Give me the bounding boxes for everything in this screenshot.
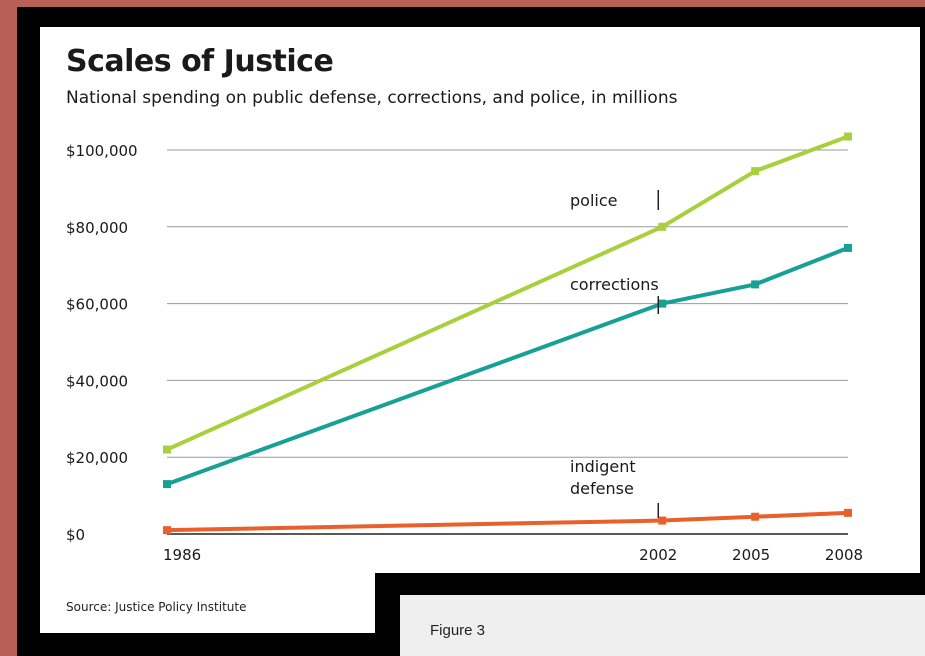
- data-point-corrections: [658, 299, 667, 308]
- data-point-police: [751, 167, 760, 176]
- series-line-police: [166, 134, 849, 452]
- series-label: indigent: [570, 457, 636, 476]
- x-tick-label: 2005: [732, 546, 770, 564]
- chart-panel: [40, 27, 920, 633]
- data-point-indigent-defense: [658, 516, 667, 525]
- caption-box: [400, 595, 925, 656]
- chart-subtitle: National spending on public defense, cor…: [66, 88, 678, 108]
- y-tick-label: $40,000: [66, 372, 128, 390]
- series-label: defense: [570, 479, 634, 498]
- data-point-indigent-defense: [844, 508, 852, 517]
- data-point-police: [844, 132, 852, 141]
- data-point-police: [658, 222, 667, 231]
- y-tick-label: $60,000: [66, 296, 128, 314]
- y-tick-label: $80,000: [66, 219, 128, 237]
- data-point-corrections: [751, 280, 760, 289]
- series-label: police: [570, 191, 617, 210]
- series-label: corrections: [570, 275, 659, 294]
- data-point-corrections: [163, 480, 171, 489]
- series-line-corrections: [166, 246, 849, 486]
- y-tick-label: $20,000: [66, 449, 128, 467]
- data-point-police: [163, 445, 171, 454]
- x-tick-label: 2002: [639, 546, 677, 564]
- chart-title: Scales of Justice: [66, 44, 334, 79]
- data-point-corrections: [844, 243, 852, 252]
- x-tick-label: 2008: [825, 546, 863, 564]
- y-tick-label: $100,000: [66, 142, 138, 160]
- x-tick-label: 1986: [163, 546, 201, 564]
- line-chart: $0 $20,000 $40,000 $60,000 $80,000 $100,000 19…: [66, 132, 863, 564]
- y-tick-label: $0: [66, 526, 85, 544]
- series-line-indigent-defense: [166, 510, 849, 533]
- data-point-indigent-defense: [163, 526, 171, 535]
- data-point-indigent-defense: [751, 512, 760, 521]
- source-note: Source: Justice Policy Institute: [66, 600, 247, 614]
- figure-caption: Figure 3: [430, 622, 486, 639]
